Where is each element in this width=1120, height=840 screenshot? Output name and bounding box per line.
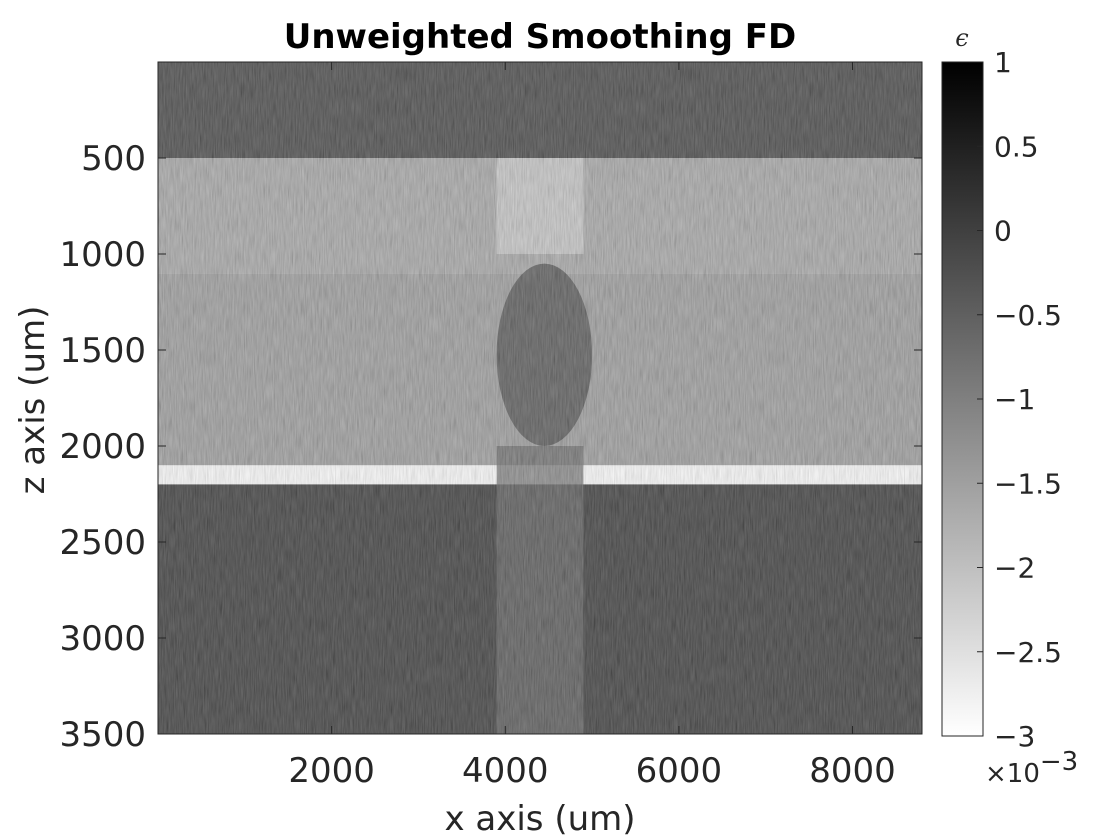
heatmap-texture <box>158 62 922 734</box>
heatmap-image <box>158 62 922 734</box>
y-tick-label: 1500 <box>59 331 146 371</box>
chart-title: Unweighted Smoothing FD <box>284 17 797 57</box>
x-tick-label: 8000 <box>809 751 896 791</box>
y-axis: 500 1000 1500 2000 2500 3000 3500 <box>59 139 922 755</box>
colorbar-tick-label: −2 <box>994 552 1035 585</box>
colorbar-exponent-power: −3 <box>1040 747 1078 777</box>
x-tick-label: 4000 <box>462 751 549 791</box>
y-axis-title: z axis (um) <box>13 306 53 495</box>
x-axis: 2000 4000 6000 8000 <box>288 62 896 791</box>
y-tick-label: 3500 <box>59 715 146 755</box>
colorbar-tick-label: 0.5 <box>994 130 1039 163</box>
y-tick-label: 1000 <box>59 235 146 275</box>
y-tick-label: 3000 <box>59 619 146 659</box>
x-tick-label: 6000 <box>636 751 723 791</box>
colorbar-tick-label: 0 <box>994 215 1012 248</box>
colorbar-tick-label: −1 <box>994 383 1035 416</box>
plot-frame <box>157 61 923 735</box>
y-tick-label: 2000 <box>59 427 146 467</box>
colorbar-exponent-base: ×10 <box>985 759 1040 789</box>
colorbar-title: ϵ <box>955 24 968 52</box>
colorbar-exponent: ×10−3 <box>985 747 1078 789</box>
colorbar-tick-label: −1.5 <box>994 467 1062 500</box>
y-tick-label: 500 <box>81 139 146 179</box>
colorbar-tick-label: −2.5 <box>994 636 1062 669</box>
x-tick-label: 2000 <box>288 751 375 791</box>
colorbar-tick-label: −3 <box>994 720 1035 753</box>
colorbar-tick-label: −0.5 <box>994 299 1062 332</box>
colorbar-tick-label: 1 <box>994 46 1012 79</box>
colorbar <box>941 61 984 737</box>
colorbar-ticks: 1 0.5 0 −0.5 −1 −1.5 −2 −2.5 −3 <box>977 46 1062 753</box>
x-axis-title: x axis (um) <box>444 799 635 839</box>
y-tick-label: 2500 <box>59 523 146 563</box>
